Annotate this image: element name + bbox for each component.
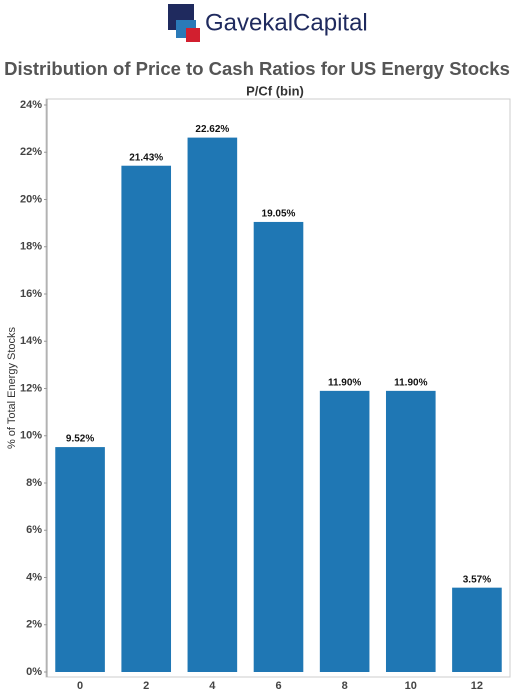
- value-label: 3.57%: [463, 574, 491, 585]
- x-tick-label: 0: [77, 680, 83, 692]
- y-tick-label: 10%: [20, 430, 42, 442]
- value-label: 21.43%: [129, 152, 163, 163]
- y-tick-label: 8%: [26, 477, 42, 489]
- chart-title: Distribution of Price to Cash Ratios for…: [4, 58, 510, 79]
- logo-text: GavekalCapital: [205, 9, 368, 36]
- y-axis-label: % of Total Energy Stocks: [6, 326, 18, 449]
- x-tick-label: 4: [209, 680, 216, 692]
- y-tick-label: 22%: [20, 146, 42, 158]
- x-tick-label: 10: [405, 680, 417, 692]
- y-tick-label: 4%: [26, 571, 42, 583]
- value-label: 9.52%: [66, 434, 94, 445]
- bar: [385, 390, 436, 672]
- bar: [452, 587, 502, 672]
- x-tick-label: 12: [471, 680, 483, 692]
- bar: [319, 390, 370, 672]
- x-tick-label: 2: [143, 680, 149, 692]
- x-axis-label: P/Cf (bin): [246, 83, 304, 98]
- bar: [121, 165, 172, 672]
- value-label: 11.90%: [394, 378, 427, 389]
- value-label: 22.62%: [195, 124, 229, 135]
- y-tick-label: 16%: [20, 288, 42, 300]
- x-tick-label: 6: [275, 680, 281, 692]
- logo-mark: [186, 28, 200, 42]
- y-tick-label: 20%: [20, 193, 42, 205]
- bar: [55, 447, 105, 672]
- y-tick-label: 2%: [26, 619, 42, 631]
- value-label: 11.90%: [328, 378, 361, 389]
- x-tick-label: 8: [342, 680, 348, 692]
- bar: [253, 221, 304, 672]
- bar: [187, 137, 238, 673]
- y-tick-label: 6%: [26, 524, 42, 536]
- value-label: 19.05%: [262, 209, 296, 220]
- y-tick-label: 18%: [20, 241, 42, 253]
- y-tick-label: 24%: [20, 99, 42, 111]
- y-tick-label: 0%: [26, 666, 42, 678]
- y-tick-label: 12%: [20, 382, 42, 394]
- y-tick-label: 14%: [20, 335, 42, 347]
